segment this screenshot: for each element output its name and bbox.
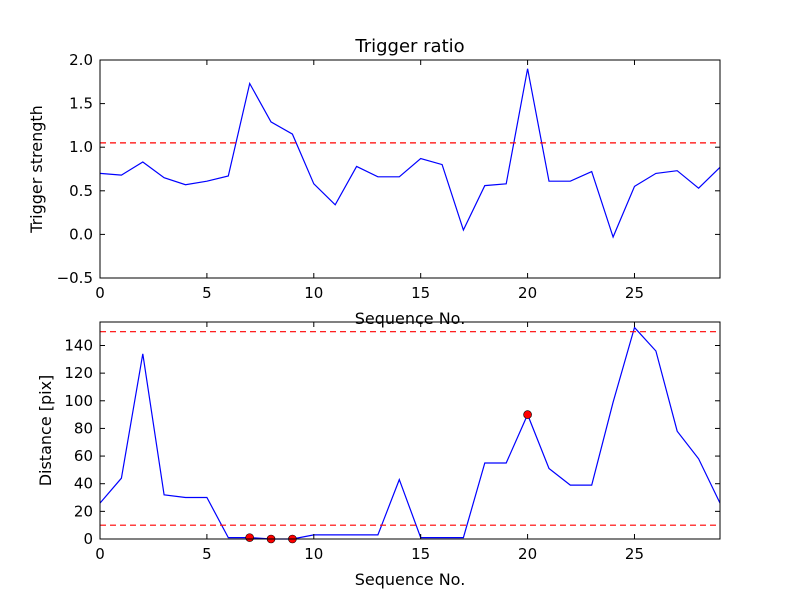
chart-title: Trigger ratio <box>354 36 464 57</box>
plot-frame <box>99 59 721 279</box>
y-tick-label: 0.0 <box>69 225 93 243</box>
x-tick-label: 0 <box>95 284 105 302</box>
y-tick-label: −0.5 <box>57 269 93 287</box>
x-tick-label: 15 <box>411 284 430 302</box>
y-tick-label: 0.5 <box>69 182 93 200</box>
y-tick-label: 40 <box>74 475 93 493</box>
distance-plot: 0 5 10 15 20 25 0 20 40 60 80 100 120 140 Sequence No.… <box>36 321 721 589</box>
x-tick-label: 20 <box>518 545 537 563</box>
y-tick-label: 20 <box>74 502 93 520</box>
y-tick-label: 120 <box>64 364 93 382</box>
x-tick-label: 20 <box>518 284 537 302</box>
x-tick-label: 10 <box>304 284 323 302</box>
y-tick-label: 1.0 <box>69 138 93 156</box>
plot-frame <box>99 321 721 540</box>
series-line-0 <box>99 68 721 239</box>
x-tick-label: 25 <box>625 284 644 302</box>
y-tick-label: 2.0 <box>69 51 93 69</box>
y-axis-label: Trigger strength <box>27 105 46 234</box>
y-tick-label: 100 <box>64 392 93 410</box>
y-tick-label: 1.5 <box>69 95 93 113</box>
x-axis-label: Sequence No. <box>355 309 466 328</box>
data-marker-3 <box>523 410 532 419</box>
x-tick-label: 5 <box>202 284 212 302</box>
x-tick-label: 5 <box>202 545 212 563</box>
series-line-0 <box>99 326 721 540</box>
y-tick-label: 0 <box>83 530 93 548</box>
x-tick-label: 10 <box>304 545 323 563</box>
y-axis-label: Distance [pix] <box>36 375 55 487</box>
trigger-ratio-plot: 0 5 10 15 20 25 −0.5 0.0 0.5 1.0 1.5 2.0 Sequence No… <box>27 36 721 328</box>
y-tick-label: 140 <box>64 336 93 354</box>
x-axis-label: Sequence No. <box>355 570 466 589</box>
data-marker-0 <box>245 533 254 542</box>
x-tick-label: 15 <box>411 545 430 563</box>
y-tick-label: 60 <box>74 447 93 465</box>
y-tick-label: 80 <box>74 419 93 437</box>
x-tick-label: 25 <box>625 545 644 563</box>
x-tick-label: 0 <box>95 545 105 563</box>
